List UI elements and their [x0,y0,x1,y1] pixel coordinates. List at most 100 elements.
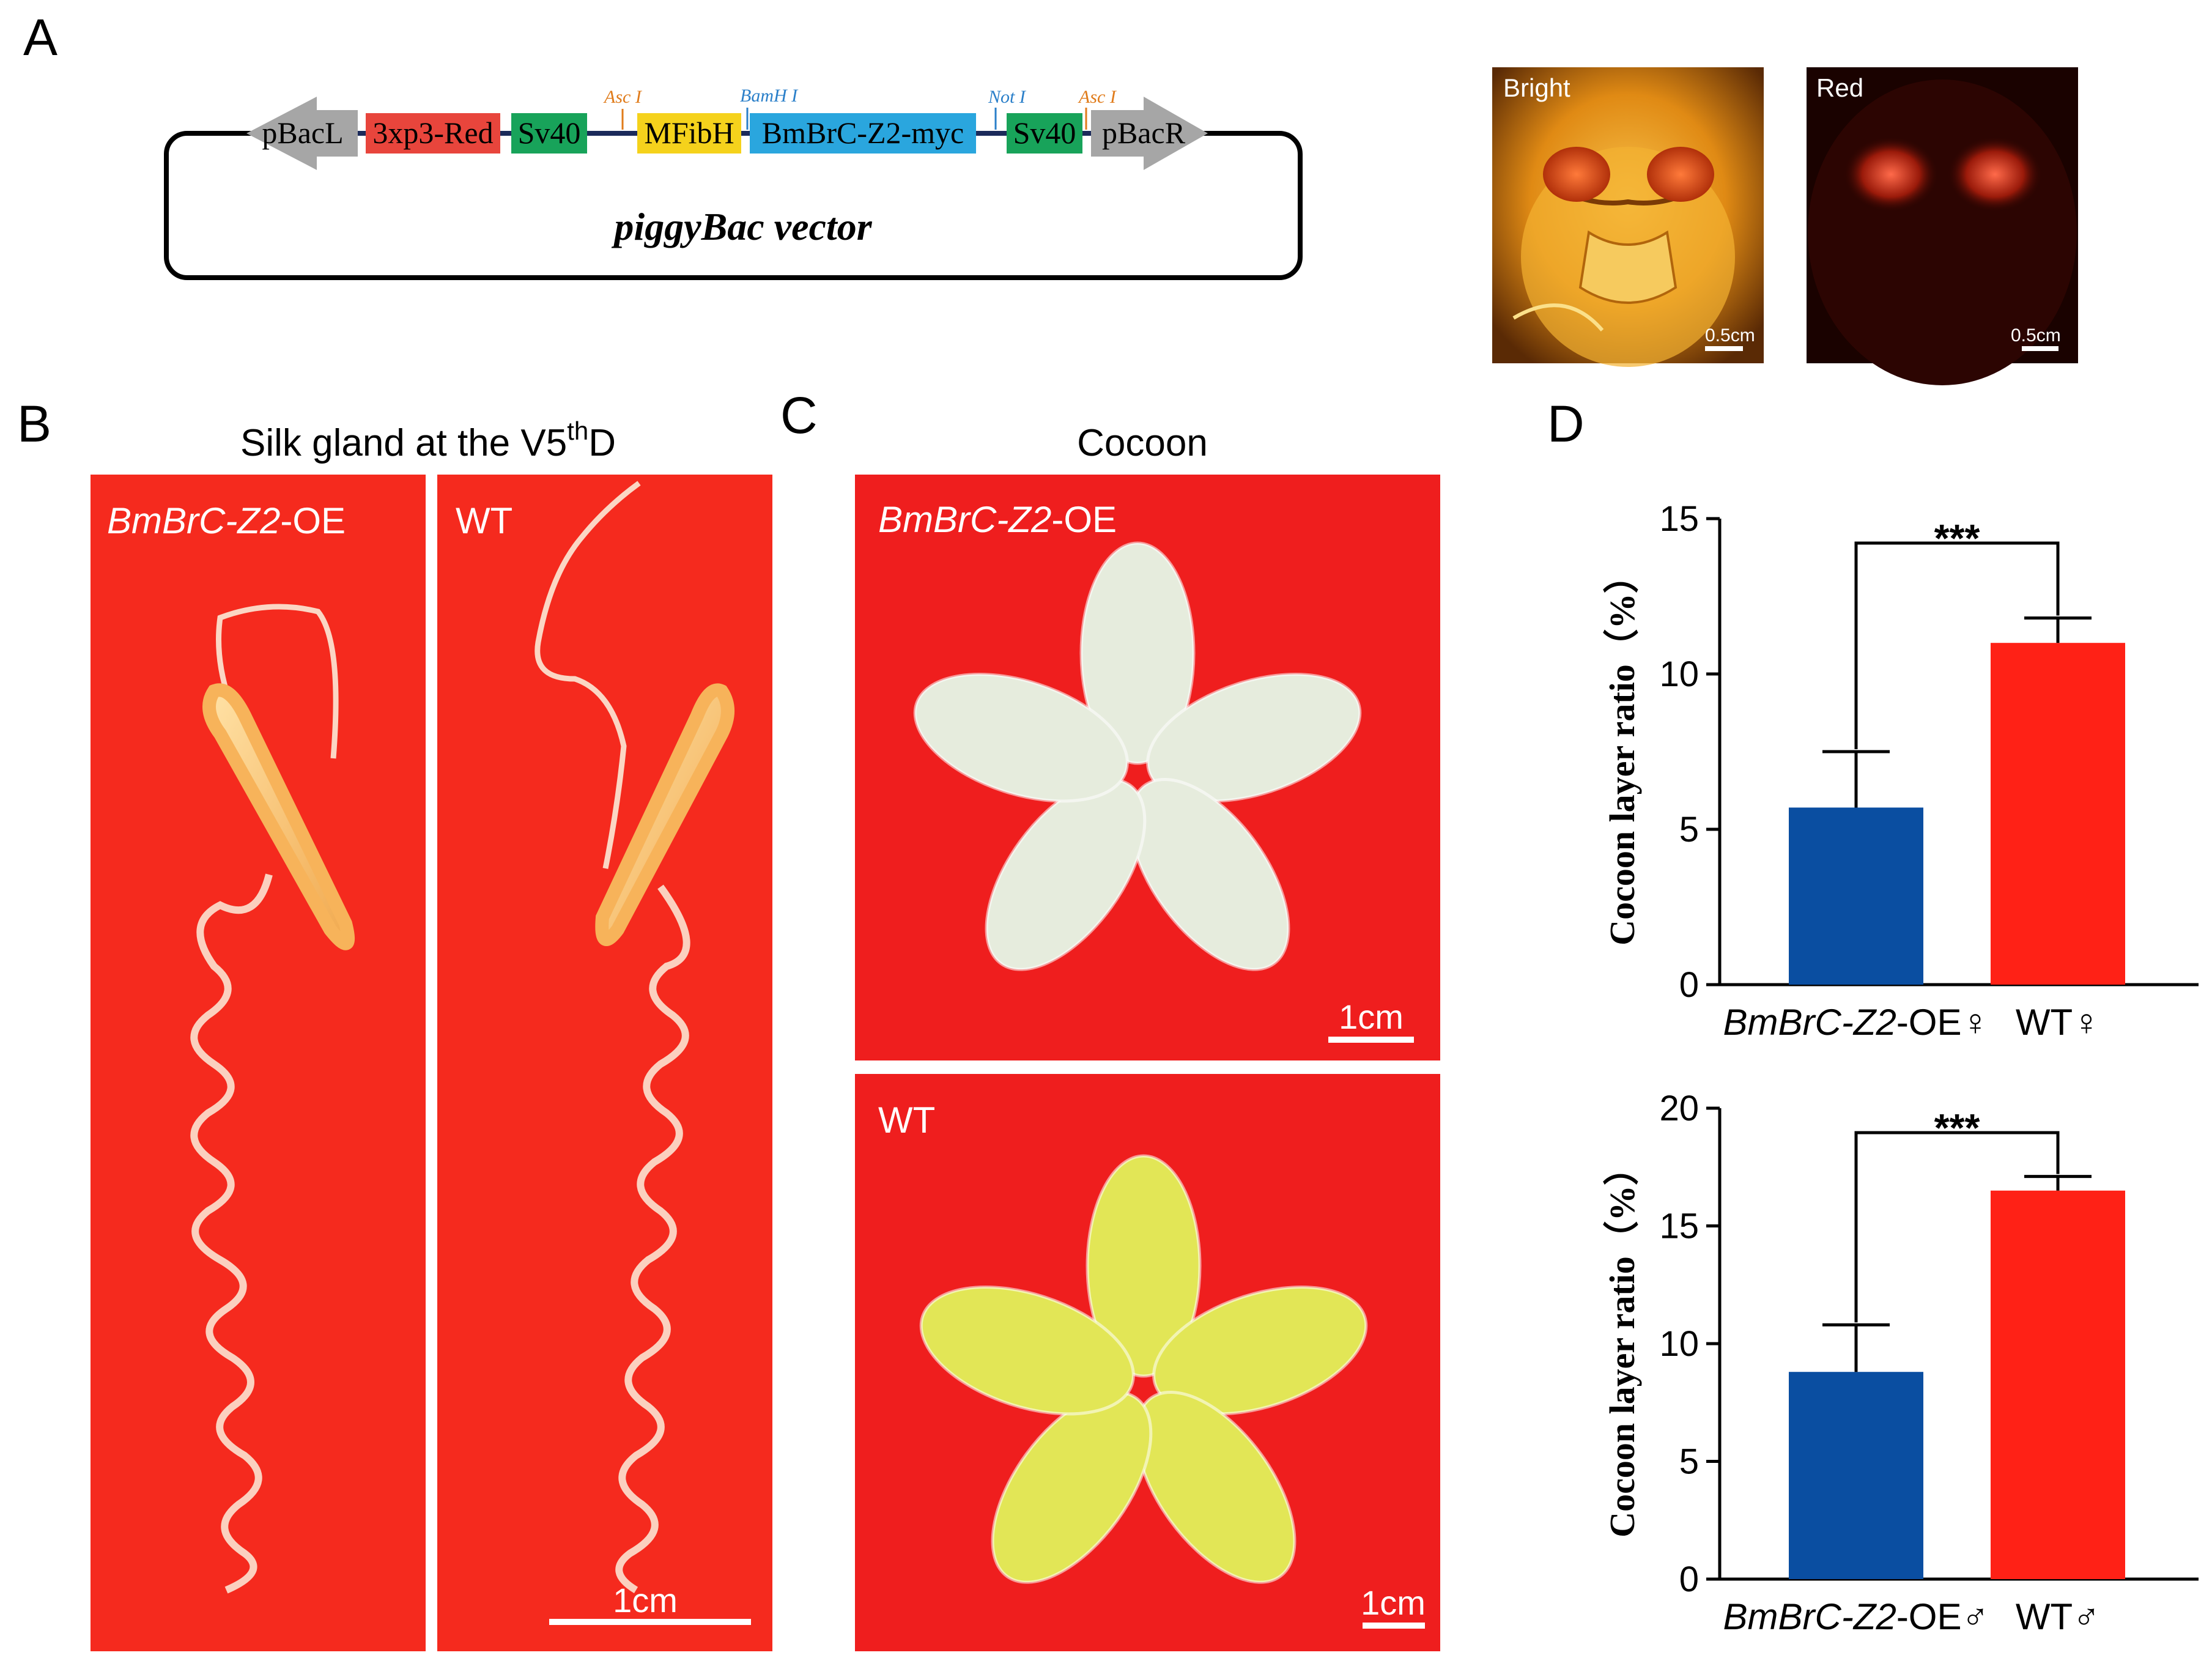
x-tick-label-rest: WT♀ [2016,1002,2100,1043]
right-eye-bright [1647,147,1714,202]
x-tick-label: BmBrC-Z2-OE♂ [1723,1596,1989,1637]
y-tick-label: 20 [1659,1089,1699,1128]
silk-gland-oe-photo: BmBrC-Z2-OE [91,475,426,1651]
wt-middle-gland [595,683,734,946]
y-tick-label: 5 [1679,810,1699,849]
pbacl-label: pBacL [262,116,343,150]
bar [1789,807,1923,985]
cocoon-oe-photo: BmBrC-Z2-OE 1cm [855,475,1440,1060]
bar [1991,643,2125,985]
x-tick-label: WT♂ [2016,1596,2100,1637]
y-tick-label: 15 [1659,499,1699,539]
oe-cocoon-star [913,541,1362,971]
red-label: Red [1816,73,1863,102]
panel-label-a: A [23,9,57,66]
cocoon-wt-photo: WT 1cm [855,1074,1440,1651]
oe-posterior-gland [190,873,273,1594]
oe-silk-label-italic: BmBrC-Z2 [107,500,280,541]
y-axis-label: Cocoon layer ratio（%） [1602,1150,1642,1538]
wt-silk-label: WT [456,500,512,541]
bright-scale-label: 0.5cm [1705,325,1755,346]
sv40-box-2 [1007,113,1082,154]
chart-female: 0 5 10 15 Cocoon layer ratio（%） BmBrC-Z2-OE♀ W… [1602,499,2199,1043]
x-tick-label-rest: -OE♂ [1896,1596,1989,1637]
silk-gland-wt-photo: WT 1cm [437,475,772,1651]
bamh-site-label: BamH I [740,86,799,106]
chart-male: 0 5 10 15 20 Cocoon layer ratio（%） BmBrC-Z2-OE… [1602,1089,2199,1637]
x-tick-label: WT♀ [2016,1002,2100,1043]
x-tick-label: BmBrC-Z2-OE♀ [1723,1002,1989,1043]
asc-site-1-label: Asc I [603,87,643,107]
y-tick-label: 15 [1659,1207,1699,1246]
cocoon-wt-scale-label: 1cm [1361,1583,1426,1622]
wt-anterior-thread [535,481,641,869]
oe-cocoon [1128,777,1290,971]
x-tick-label-rest: WT♂ [2016,1596,2100,1637]
significance-label: *** [1934,1106,1980,1150]
vector-map: pBacL 3xp3-Red Sv40 MFibH BmBrC-Z2-myc S… [164,86,1303,280]
cocoon-oe-scale-label: 1cm [1339,997,1404,1036]
significance-bracket [1854,541,2060,749]
y-tick-label: 10 [1659,654,1699,694]
oe-cocoon [1146,673,1362,803]
bright-photo: Bright 0.5cm [1492,67,1764,367]
3xp3-red-box [366,113,500,154]
red-photo: Red 0.5cm [1807,67,2078,385]
significance-label: *** [1934,516,1980,560]
mfibh-label: MFibH [644,116,734,150]
x-tick-label-rest: -OE♀ [1896,1002,1989,1043]
pbacr-arrow-shape [1091,97,1208,170]
wt-cocoon-star [919,1154,1368,1584]
bar [1789,1372,1923,1579]
left-eye-red [1843,136,1939,212]
silk-gland-title: Silk gland at the V5thD [240,416,616,464]
oe-cocoon [913,673,1129,803]
oe-middle-gland [202,683,355,950]
pbacl-arrow-shape [246,97,358,170]
oe-cocoon-label: BmBrC-Z2-OE [878,499,1117,540]
y-tick-label: 10 [1659,1324,1699,1364]
panel-label-d: D [1547,395,1585,453]
left-eye-bright [1543,147,1610,202]
x-tick-label-italic: BmBrC-Z2 [1723,1002,1896,1043]
oe-cocoon-label-italic: BmBrC-Z2 [878,499,1051,540]
red-scale-label: 0.5cm [2011,325,2061,346]
sv40-label-2: Sv40 [1013,116,1076,150]
bmbrc-z2-myc-label: BmBrC-Z2-myc [762,116,964,150]
panel-label-c: C [780,387,818,444]
silk-gland-title-sup: th [567,416,588,445]
y-tick-label: 5 [1679,1442,1699,1482]
y-axis-label: Cocoon layer ratio（%） [1602,558,1642,946]
bmbrc-z2-myc-box [750,113,976,154]
3xp3-red-label: 3xp3-Red [372,116,493,150]
asc-site-2-label: Asc I [1078,87,1117,107]
oe-cocoon-label-rest: -OE [1051,499,1117,540]
y-tick-label: 0 [1679,965,1699,1005]
cocoon-title: Cocoon [1077,422,1208,464]
wt-cocoon [919,1286,1135,1416]
sv40-label-1: Sv40 [518,116,581,150]
wt-cocoon-label: WT [878,1100,935,1141]
silk-gland-title-end: D [588,422,616,464]
oe-anterior-thread [216,604,339,759]
pbacr-label: pBacR [1102,116,1186,150]
oe-cocoon [1079,541,1196,765]
wt-cocoon [1152,1286,1368,1416]
right-eye-red [1947,136,2043,212]
wt-cocoon [1086,1154,1202,1378]
bar [1991,1190,2125,1579]
wt-cocoon [1134,1390,1296,1584]
wt-posterior-gland [615,884,690,1594]
y-tick-label: 0 [1679,1560,1699,1599]
sv40-box-1 [511,113,587,154]
oe-silk-label: BmBrC-Z2-OE [107,500,346,541]
panel-label-b: B [17,395,51,453]
oe-silk-label-rest: -OE [280,500,346,541]
mfibh-box [637,113,741,154]
significance-bracket [1854,1131,2060,1323]
vector-name: piggyBac vector [611,205,872,248]
x-tick-label-italic: BmBrC-Z2 [1723,1596,1896,1637]
bright-label: Bright [1503,73,1570,102]
wt-cocoon [991,1390,1153,1584]
